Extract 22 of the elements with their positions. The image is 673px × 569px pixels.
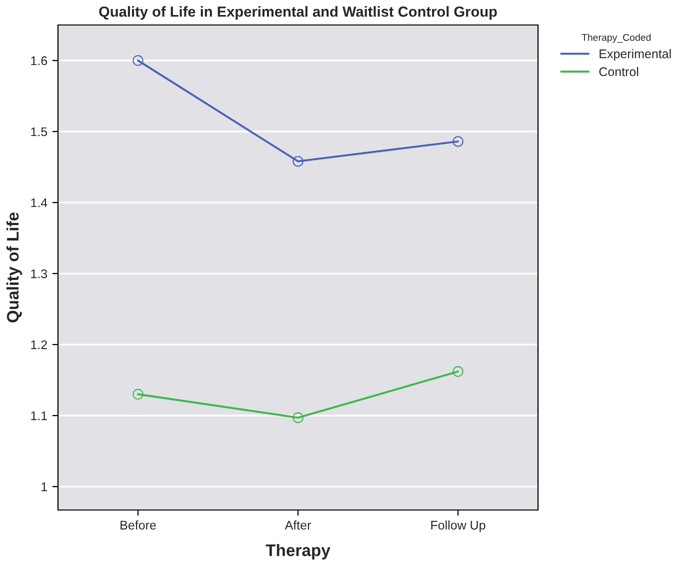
y-tick-label: 1.4 [31, 198, 48, 208]
point [292, 156, 304, 167]
point [132, 388, 144, 400]
y-tick-label: 1.3 [31, 269, 48, 278]
x-tick-label: After [284, 520, 311, 530]
chart-title: Quality of Life in Experimental and Waitlist Control Group [99, 6, 497, 20]
legend-label: Experimental [600, 49, 671, 61]
y-tick-label: 1 [42, 482, 47, 492]
point [452, 366, 464, 377]
y-tick-label: 1.2 [31, 340, 47, 350]
point [132, 55, 144, 66]
point [452, 136, 464, 147]
x-tick-label: Follow Up [431, 520, 486, 532]
x-tick-label: Before [120, 520, 156, 530]
point [292, 412, 304, 424]
y-tick-label: 1.1 [31, 411, 47, 420]
y-tick-label: 1.5 [31, 127, 48, 136]
x-axis-title: Therapy [266, 544, 330, 560]
legend-label: Control [599, 66, 638, 76]
y-tick-label: 1.6 [31, 56, 48, 66]
y-axis-title: Quality of Life [6, 212, 22, 322]
legend-title: Therapy_Coded [582, 34, 651, 43]
